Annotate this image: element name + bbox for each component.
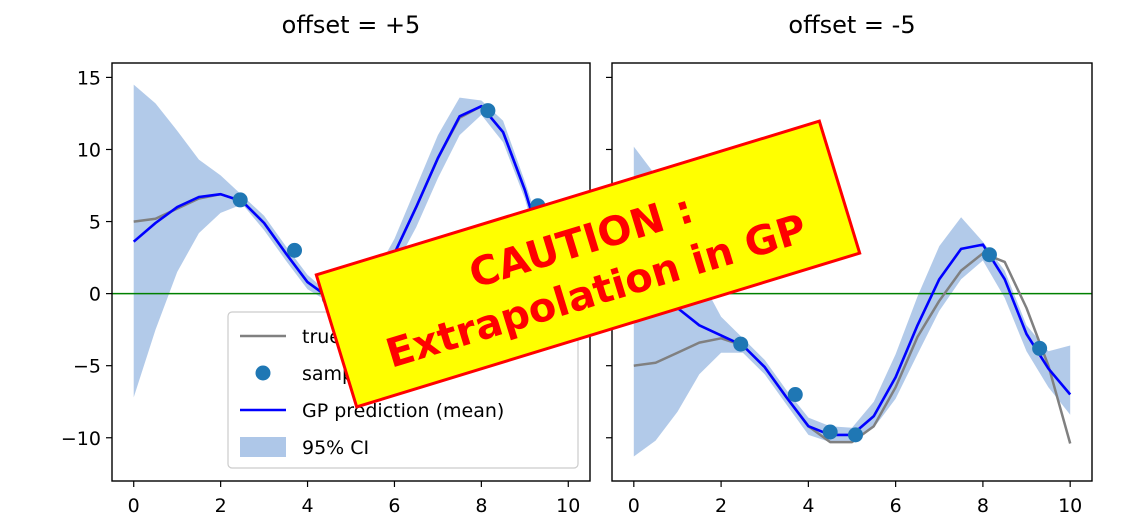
x-tick-label: 4: [802, 495, 814, 517]
sample-point: [787, 387, 803, 403]
x-tick-label: 6: [890, 495, 902, 517]
x-tick-label: 0: [128, 495, 140, 517]
legend-patch-handle: [240, 437, 286, 457]
legend-marker-handle: [255, 365, 271, 381]
ci-band: [633, 146, 1071, 457]
sample-point: [981, 247, 997, 263]
sample-point: [287, 242, 303, 258]
legend-label: 95% CI: [302, 437, 369, 459]
panel-title: offset = -5: [788, 11, 915, 39]
sample-point: [480, 103, 496, 119]
y-tick-label: 15: [77, 67, 101, 89]
caution-box: [314, 119, 862, 409]
sample-point: [1032, 340, 1048, 356]
x-tick-label: 8: [475, 495, 487, 517]
x-tick-label: 10: [556, 495, 580, 517]
y-tick-label: −10: [61, 428, 101, 450]
panel-title: offset = +5: [282, 11, 421, 39]
y-tick-label: 10: [77, 139, 101, 161]
x-tick-label: 8: [977, 495, 989, 517]
sample-point: [822, 424, 838, 440]
y-tick-label: 5: [89, 212, 101, 234]
true-function-line: [633, 252, 1072, 444]
x-tick-label: 0: [628, 495, 640, 517]
sample-point: [847, 427, 863, 443]
x-tick-label: 2: [715, 495, 727, 517]
caution-banner: CAUTION :Extrapolation in GP: [314, 119, 862, 409]
x-tick-label: 4: [301, 495, 313, 517]
sample-point: [232, 192, 248, 208]
x-tick-label: 10: [1058, 495, 1082, 517]
x-tick-label: 2: [215, 495, 227, 517]
y-tick-label: −5: [73, 356, 101, 378]
x-tick-label: 6: [388, 495, 400, 517]
y-tick-label: 0: [89, 284, 101, 306]
sample-point: [733, 336, 749, 352]
legend-label: GP prediction (mean): [302, 400, 504, 422]
